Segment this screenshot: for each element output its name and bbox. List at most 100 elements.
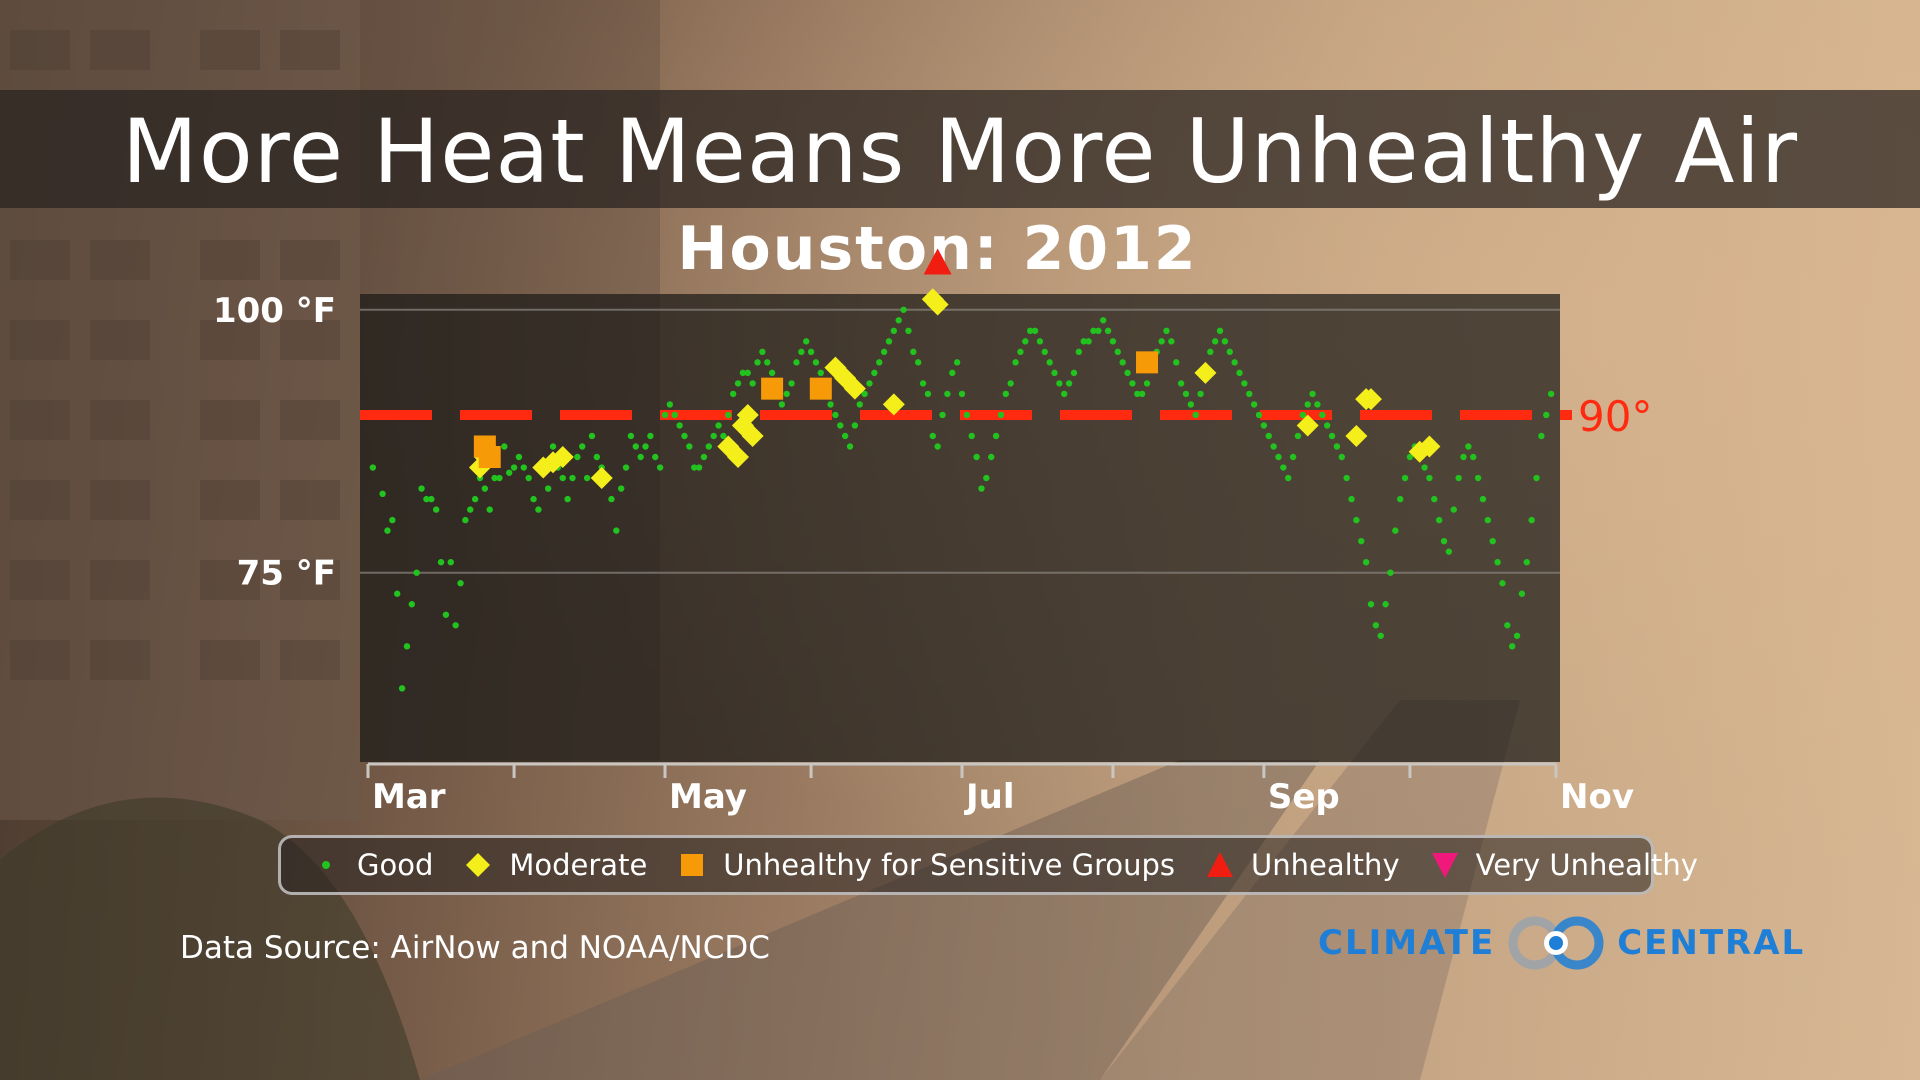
data-point-good [788,380,795,387]
data-point-good [686,443,693,450]
data-point-good [754,359,761,366]
data-point-good [1387,569,1394,576]
data-point-moderate [727,446,750,469]
data-point-good [1513,632,1521,639]
data-point-good [1163,327,1170,335]
data-point-good [486,506,493,513]
data-point-good [428,495,435,503]
data-point-moderate [1194,361,1217,384]
data-point-good [1280,464,1287,471]
data-point-good [622,464,630,471]
data-point-good [1294,432,1302,440]
data-point-good [1265,432,1272,440]
data-point-good [627,432,635,440]
data-point-good [1104,327,1112,335]
data-point-good [958,390,966,398]
data-point-good [661,411,669,419]
data-point-good [768,369,776,377]
data-point-good [1114,348,1122,356]
data-point-good [1070,369,1078,377]
data-point-moderate [1359,388,1382,411]
data-point-good [588,432,596,440]
data-point-good [1090,327,1097,335]
data-point-good [876,359,883,366]
data-point-moderate [1296,414,1319,437]
legend-usg-label: Unhealthy for Sensitive Groups [723,848,1176,882]
data-point-good [963,411,971,419]
chart-title: More Heat Means More Unhealthy Air [121,100,1799,203]
data-point-good [1372,622,1380,629]
data-point-good [491,474,498,482]
data-point-good [783,390,790,398]
legend-item-usg: Unhealthy for Sensitive Groups [677,848,1175,882]
data-point-good [520,464,528,471]
data-point-good [681,432,688,440]
data-point-good [1275,453,1282,461]
data-point-good [613,527,620,534]
data-point-good [1479,495,1487,503]
data-point-good [1323,422,1331,429]
data-point-good [574,453,581,461]
data-point-unhealthy-for-sensitive-groups [478,446,501,469]
data-point-good [1470,453,1477,461]
data-point-moderate [551,446,574,469]
data-point-good [647,432,654,440]
data-point-unhealthy-for-sensitive-groups [761,377,784,400]
legend-moderate-label: Moderate [509,848,648,882]
data-point-good [939,411,946,419]
data-point-good [1173,359,1180,366]
data-point-good [403,643,411,650]
data-point-good [564,495,571,503]
data-point-good [1455,474,1462,482]
data-point-good [1299,411,1307,419]
legend-item-moderate: Moderate [463,848,647,882]
data-point-good [700,453,708,461]
logo-left-word: CLIMATE [1318,923,1496,963]
data-point-good [389,516,396,524]
legend-very-unhealthy-marker [1430,850,1460,880]
data-point-good [1099,317,1107,324]
data-point-good [729,390,737,398]
data-point-good [1431,495,1438,503]
data-point-good [798,348,805,356]
data-point-good [846,443,854,450]
data-point-good [1197,390,1204,398]
data-point-unhealthy [923,248,952,275]
title-band [0,90,1920,208]
data-point-good [944,390,951,398]
data-point-good [608,495,615,503]
data-point-good [1533,474,1540,482]
data-point-good [900,306,907,313]
data-point-good [968,432,975,440]
data-point-good [949,369,956,377]
data-point-good [749,380,756,387]
data-point-good [437,558,445,566]
logo-right-word: CENTRAL [1617,923,1806,963]
data-point-good [1182,390,1190,398]
data-point-good [544,485,552,492]
data-point-good [1484,516,1492,524]
data-point-moderate [1418,435,1441,458]
data-point-good [983,474,990,482]
data-point-good [1056,380,1063,387]
data-point-good [1435,516,1443,524]
legend-item-unhealthy: Unhealthy [1205,848,1400,882]
data-point-good [988,453,995,461]
data-point-good [1401,474,1409,482]
data-point-good [725,411,732,419]
data-point-good [1460,453,1467,461]
data-point-good [1075,348,1083,356]
data-point-good [871,369,878,377]
data-point-good [861,390,868,398]
logo-mark-icon [1508,916,1604,970]
data-point-good [1494,558,1501,566]
data-point-unhealthy-for-sensitive-groups [809,377,832,400]
data-point-good [1343,474,1350,482]
data-point-good [910,348,917,356]
data-point-good [452,622,459,629]
data-point-good [1382,601,1389,608]
data-point-good [1065,380,1073,387]
data-point-good [1270,443,1277,450]
data-point-good [1041,348,1048,356]
data-point-good [656,464,664,471]
